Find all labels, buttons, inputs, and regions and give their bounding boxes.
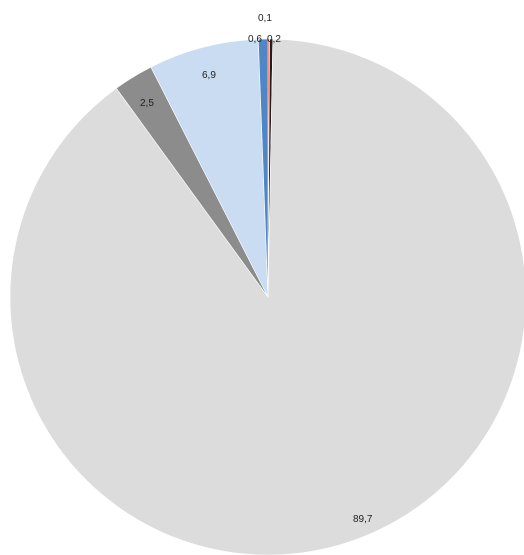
pie-slice-89-7 [9,38,524,555]
data-label-6-9: 6,9 [202,70,216,81]
pie-slice-6-9 [150,38,269,298]
data-label-2-5: 2,5 [140,98,154,109]
data-label-89-7: 89,7 [353,514,373,525]
pie-slice-0-6 [257,38,269,298]
data-label-0-6: 0,6 [248,34,262,45]
data-label-0-2: 0,2 [267,34,281,45]
data-label-0-1: 0,1 [258,13,272,24]
